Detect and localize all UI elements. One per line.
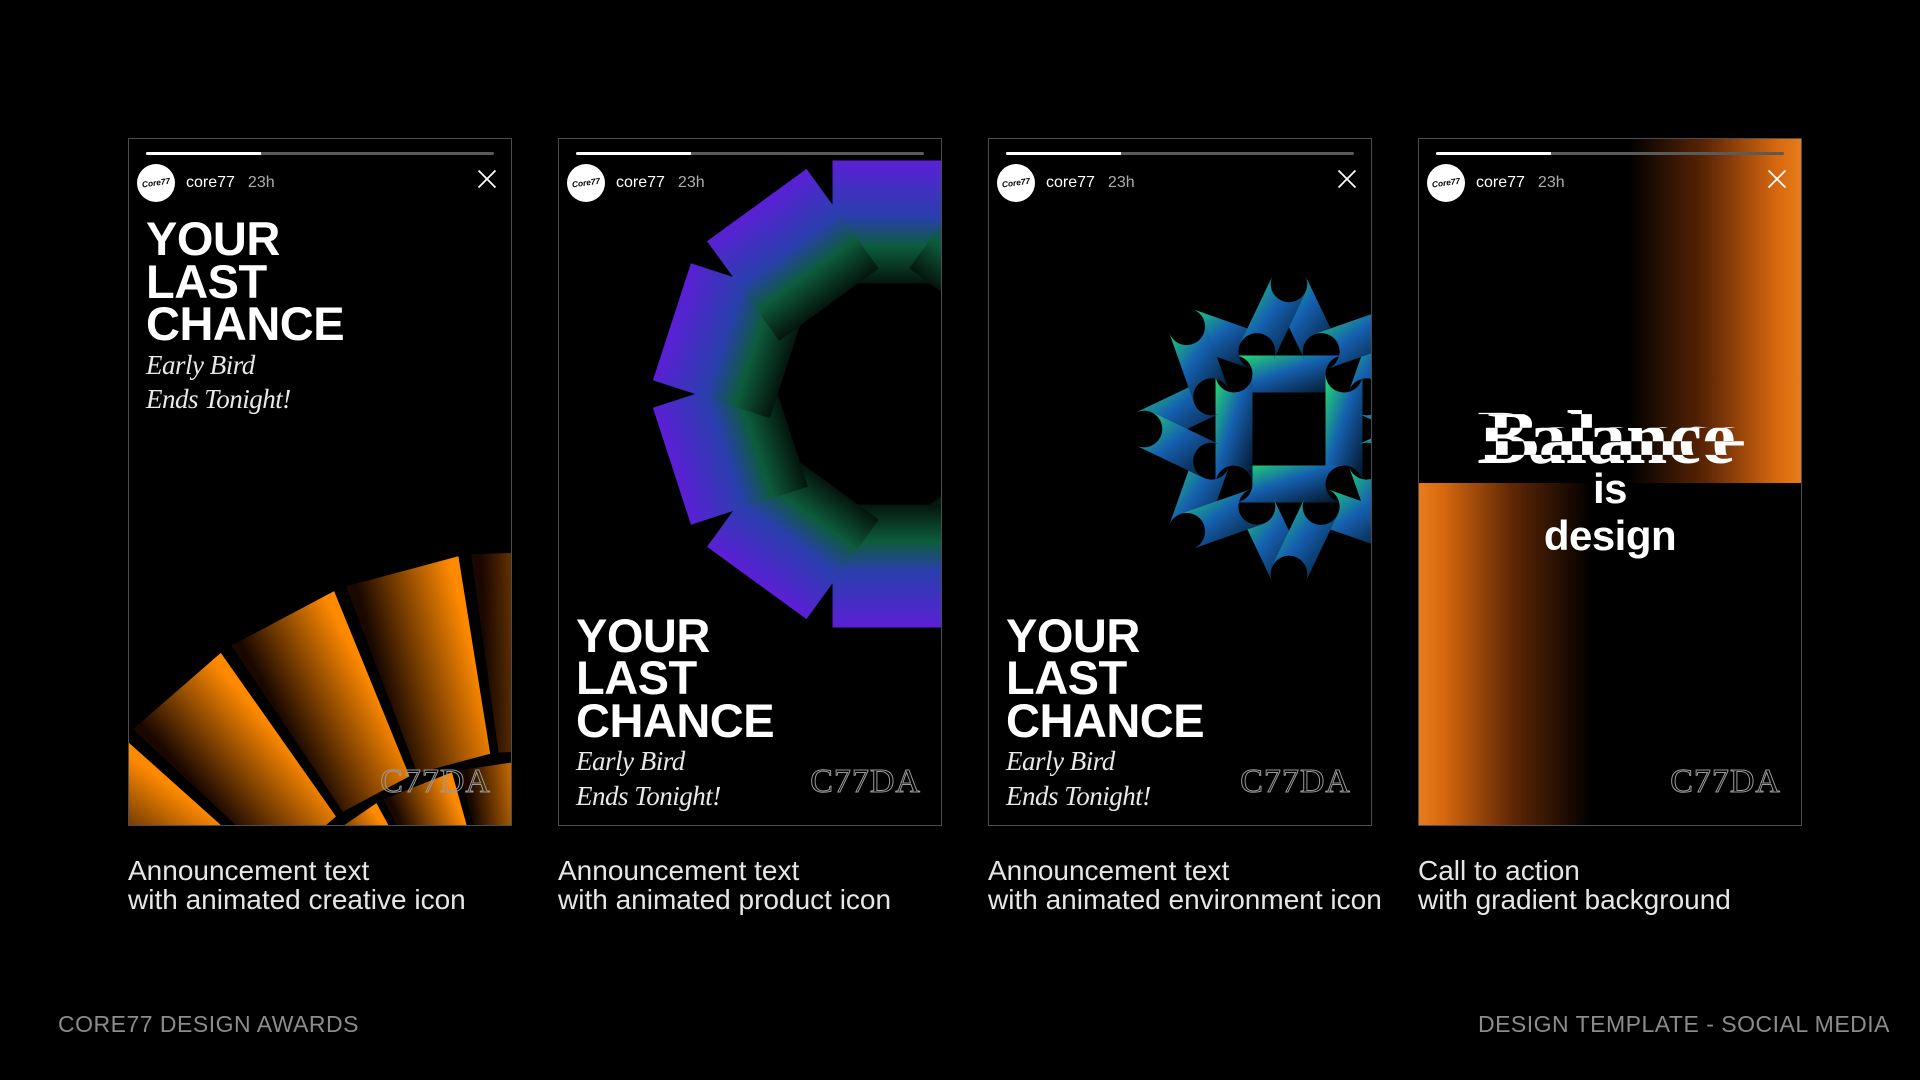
svg-text:Core77: Core77 [1431, 176, 1461, 190]
